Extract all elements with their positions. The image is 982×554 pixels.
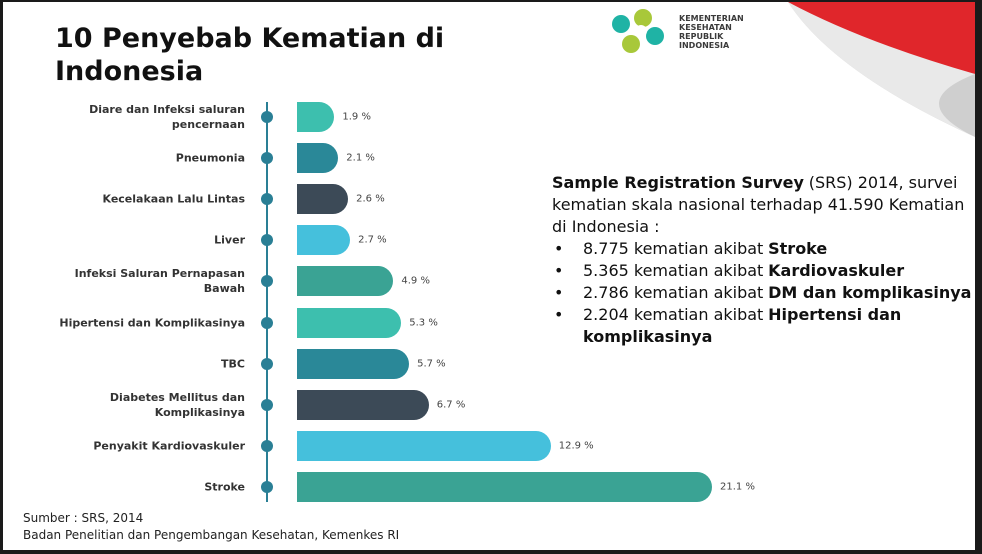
timeline-dot: [261, 152, 273, 165]
bullet-bold: Kardiovaskuler: [768, 261, 905, 280]
page-curl-light: [788, 2, 975, 137]
timeline-dot: [261, 275, 273, 288]
category-label: TBC: [221, 357, 245, 371]
bar: [297, 389, 429, 420]
category-label: Kecelakaan Lalu Lintas: [102, 192, 246, 206]
source: Sumber : SRS, 2014 Badan Penelitian dan P…: [23, 510, 399, 544]
chart-title: 10 Penyebab Kematian di Indonesia: [55, 23, 445, 87]
bar: [297, 225, 351, 256]
value-label: 2.6 %: [356, 193, 385, 205]
timeline-dot: [261, 439, 273, 452]
timeline-dot: [261, 316, 273, 329]
value-label: 12.9 %: [558, 440, 594, 452]
value-label: 2.1 %: [346, 152, 375, 164]
survey-intro: Sample Registration Survey (SRS) 2014, su…: [552, 172, 975, 238]
category-label: Hipertensi dan Komplikasinya: [59, 316, 245, 329]
logo-line: INDONESIA: [679, 41, 730, 50]
timeline-dot: [261, 193, 273, 206]
category-label: Liver: [214, 233, 245, 247]
survey-intro-text: (SRS) 2014, survei kematian skala nasion…: [552, 173, 965, 236]
value-label: 5.3 %: [409, 317, 438, 328]
survey-text: Sample Registration Survey (SRS) 2014, su…: [552, 172, 975, 348]
decoration: [266, 2, 975, 502]
value-label: 21.1 %: [720, 481, 755, 493]
timeline-dot: [261, 357, 273, 370]
logo-text: KEMENTERIAN KESEHATAN REPUBLIK INDONESIA: [679, 14, 744, 50]
value-label: 6.7 %: [436, 399, 466, 411]
category-label: Diare dan Infeksi saluran pencernaan: [89, 103, 245, 131]
bar: [297, 266, 394, 297]
timeline-dot: [261, 234, 273, 247]
value-label: 4.9 %: [401, 275, 430, 287]
source-line: Sumber : SRS, 2014: [23, 511, 144, 525]
value-label: 5.7 %: [417, 358, 446, 370]
source-line: Badan Penelitian dan Pengembangan Keseha…: [23, 528, 400, 542]
logo-icon: [612, 9, 664, 53]
category-label: Pneumonia: [175, 151, 245, 165]
category-label: Stroke: [204, 480, 245, 494]
bar: [297, 184, 349, 215]
timeline-dot: [261, 111, 273, 123]
timeline-dot: [261, 398, 273, 411]
bar: [297, 143, 339, 174]
bar-chart: Diare dan Infeksi saluran pencernaan 1.9 …: [3, 2, 975, 550]
logo-line: KESEHATAN: [679, 23, 732, 32]
bullet-bold: Hipertensi dan komplikasinya: [583, 305, 902, 346]
bar: [297, 430, 551, 461]
flag-red: [788, 2, 975, 74]
logo-line: REPUBLIK: [679, 32, 724, 41]
bullet-text: 2.786 kematian akibat: [583, 283, 764, 302]
bar: [297, 348, 410, 379]
bar: [297, 471, 712, 502]
bullet-bold: Stroke: [768, 239, 828, 258]
bullet-text: 8.775 kematian akibat: [583, 239, 764, 258]
category-label: Penyakit Kardiovaskuler: [93, 439, 245, 453]
bullet-text: 2.204 kematian akibat: [583, 305, 764, 324]
logo-line: KEMENTERIAN: [679, 14, 744, 23]
slide: 10 Penyebab Kematian di Indonesia KEMENT…: [3, 2, 975, 550]
bullet-text: 5.365 kematian akibat: [583, 261, 764, 280]
bar: [297, 102, 335, 132]
category-label: Infeksi Saluran Pernapasan Bawah: [74, 267, 245, 296]
survey-intro-bold: Sample Registration Survey: [552, 173, 804, 192]
timeline-dot: [261, 480, 273, 493]
value-label: 1.9 %: [342, 111, 371, 123]
bullet-bold: DM dan komplikasinya: [768, 283, 972, 302]
bar: [297, 307, 402, 338]
survey-bullets: 8.775 kematian akibatStroke5.365 kematia…: [552, 238, 975, 348]
value-label: 2.7 %: [358, 234, 387, 246]
category-label: Diabetes Mellitus dan Komplikasinya: [109, 390, 245, 419]
